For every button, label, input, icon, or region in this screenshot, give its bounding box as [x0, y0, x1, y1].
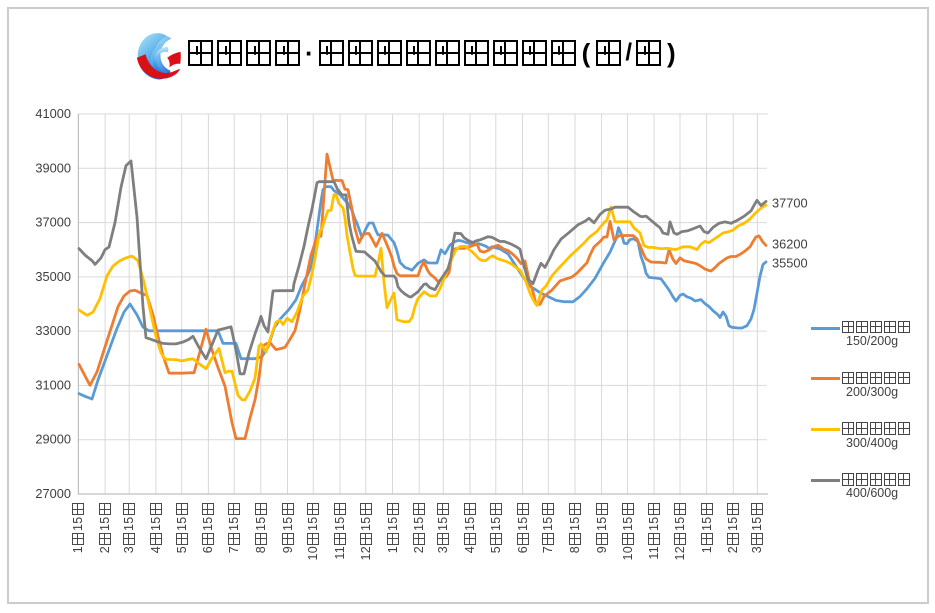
svg-text:39000: 39000 [35, 160, 71, 175]
svg-text:33000: 33000 [35, 323, 71, 338]
svg-text:35000: 35000 [35, 269, 71, 284]
svg-text:41000: 41000 [35, 106, 71, 121]
svg-text:35500: 35500 [772, 255, 808, 270]
svg-text:29000: 29000 [35, 432, 71, 447]
svg-text:37700: 37700 [772, 196, 808, 211]
svg-text:27000: 27000 [35, 486, 71, 501]
svg-text:31000: 31000 [35, 377, 71, 392]
svg-text:37000: 37000 [35, 215, 71, 230]
svg-text:36200: 36200 [772, 236, 808, 251]
